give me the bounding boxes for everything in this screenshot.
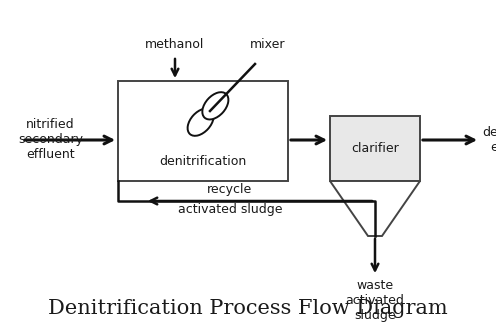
- Text: Denitrification Process Flow Diagram: Denitrification Process Flow Diagram: [48, 299, 448, 318]
- Text: nitrified
secondary
effluent: nitrified secondary effluent: [18, 119, 83, 162]
- Text: waste
activated
sludge: waste activated sludge: [346, 279, 404, 322]
- Text: mixer: mixer: [250, 38, 286, 51]
- Text: activated sludge: activated sludge: [178, 203, 282, 216]
- Text: denitrified
effluent: denitrified effluent: [482, 126, 496, 154]
- Bar: [330, 116, 420, 181]
- Polygon shape: [330, 181, 420, 236]
- Ellipse shape: [187, 109, 214, 136]
- Text: recycle: recycle: [207, 183, 252, 196]
- Text: clarifier: clarifier: [351, 141, 399, 155]
- Text: denitrification: denitrification: [159, 155, 247, 168]
- Bar: [118, 81, 288, 181]
- Ellipse shape: [202, 92, 228, 120]
- Text: methanol: methanol: [145, 38, 205, 51]
